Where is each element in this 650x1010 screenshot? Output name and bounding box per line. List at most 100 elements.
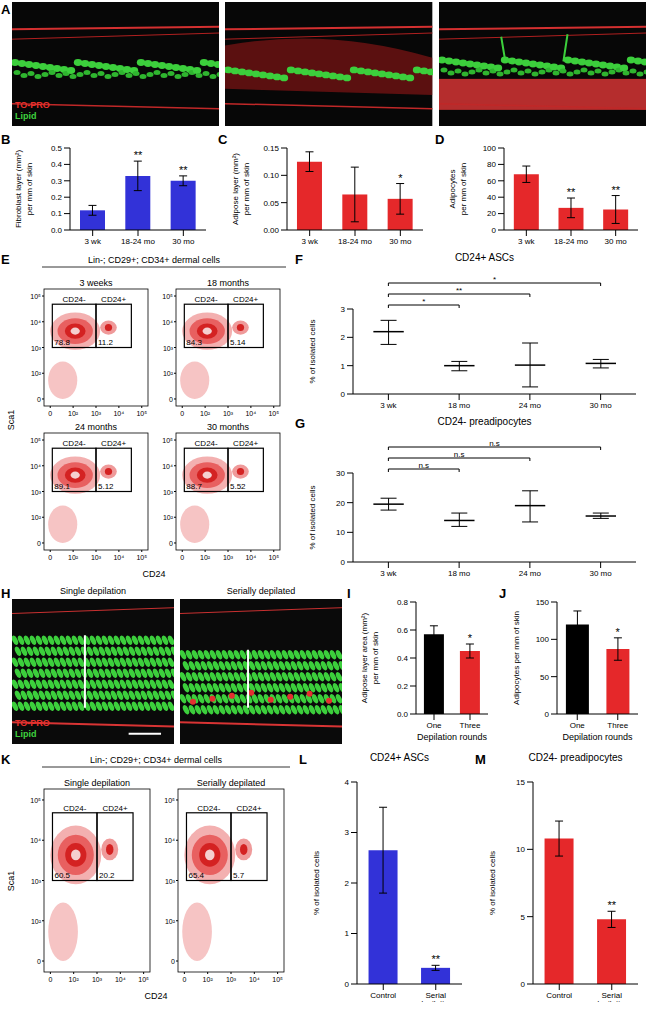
svg-text:0: 0 xyxy=(48,410,52,417)
svg-text:150: 150 xyxy=(536,598,550,607)
svg-text:10³: 10³ xyxy=(226,976,237,983)
svg-text:0: 0 xyxy=(341,558,346,567)
svg-text:0.2: 0.2 xyxy=(397,682,409,691)
svg-text:10³: 10³ xyxy=(165,878,176,885)
svg-text:10³: 10³ xyxy=(163,489,174,496)
svg-text:24 months: 24 months xyxy=(75,422,118,432)
svg-text:0: 0 xyxy=(521,980,526,989)
svg-text:Three: Three xyxy=(607,721,628,730)
svg-text:n.s: n.s xyxy=(489,439,500,448)
svg-text:% of isolated cells: % of isolated cells xyxy=(308,319,317,383)
svg-text:0: 0 xyxy=(341,390,346,399)
svg-text:30 mo: 30 mo xyxy=(605,237,628,246)
svg-text:n.s: n.s xyxy=(418,461,429,470)
svg-text:CD24: CD24 xyxy=(142,569,165,579)
svg-text:10²: 10² xyxy=(31,370,42,377)
svg-text:0.10: 0.10 xyxy=(263,171,279,180)
svg-text:CD24+: CD24+ xyxy=(101,295,126,304)
svg-text:30 mo: 30 mo xyxy=(590,569,613,578)
svg-text:10²: 10² xyxy=(165,918,176,925)
svg-text:0: 0 xyxy=(180,554,184,561)
svg-text:10²: 10² xyxy=(203,976,214,983)
svg-text:30 months: 30 months xyxy=(207,422,250,432)
svg-text:0: 0 xyxy=(37,540,41,547)
svg-text:18-24 mo: 18-24 mo xyxy=(554,237,588,246)
svg-text:10: 10 xyxy=(516,845,525,854)
svg-text:3 wk: 3 wk xyxy=(380,401,397,410)
svg-text:10⁴: 10⁴ xyxy=(162,463,173,470)
svg-text:5.14: 5.14 xyxy=(230,338,246,347)
svg-text:per mm of skin: per mm of skin xyxy=(459,163,468,215)
svg-text:10⁵: 10⁵ xyxy=(30,293,41,300)
svg-text:Three: Three xyxy=(460,721,481,730)
svg-text:2: 2 xyxy=(341,333,346,342)
svg-text:0.00: 0.00 xyxy=(263,226,279,235)
svg-text:10³: 10³ xyxy=(31,489,42,496)
svg-text:3 wk: 3 wk xyxy=(518,237,535,246)
svg-text:10⁵: 10⁵ xyxy=(268,410,279,417)
svg-text:15: 15 xyxy=(516,778,525,787)
svg-text:per mm of skin: per mm of skin xyxy=(25,163,34,215)
svg-text:CD24-: CD24- xyxy=(195,295,218,304)
svg-text:10³: 10³ xyxy=(91,410,102,417)
svg-text:30 mo: 30 mo xyxy=(590,401,613,410)
svg-text:0: 0 xyxy=(545,710,550,719)
svg-text:0.15: 0.15 xyxy=(263,144,279,153)
svg-text:0: 0 xyxy=(180,410,184,417)
svg-text:10⁵: 10⁵ xyxy=(162,293,173,300)
svg-text:0: 0 xyxy=(492,226,497,235)
svg-text:*: * xyxy=(398,172,403,184)
svg-text:10⁵: 10⁵ xyxy=(162,437,173,444)
svg-text:10²: 10² xyxy=(31,514,42,521)
svg-text:Control: Control xyxy=(370,991,396,1000)
svg-text:Adipose layer (mm²): Adipose layer (mm²) xyxy=(231,153,240,225)
svg-text:**: ** xyxy=(611,184,620,196)
svg-text:0: 0 xyxy=(48,976,52,983)
svg-text:2: 2 xyxy=(345,879,350,888)
svg-text:CD24-: CD24- xyxy=(195,439,218,448)
svg-text:10⁵: 10⁵ xyxy=(272,976,283,983)
svg-text:One: One xyxy=(570,721,586,730)
svg-text:3 wk: 3 wk xyxy=(301,237,318,246)
svg-text:10⁴: 10⁴ xyxy=(164,837,175,844)
svg-text:0: 0 xyxy=(169,540,173,547)
svg-text:Lin-; CD29+; CD34+ dermal cell: Lin-; CD29+; CD34+ dermal cells xyxy=(90,755,223,765)
svg-text:10⁵: 10⁵ xyxy=(136,410,147,417)
svg-text:10⁴: 10⁴ xyxy=(245,554,256,561)
svg-text:0: 0 xyxy=(169,396,173,403)
svg-text:10⁵: 10⁵ xyxy=(138,976,149,983)
svg-text:18 mo: 18 mo xyxy=(448,569,471,578)
svg-text:10⁴: 10⁴ xyxy=(115,976,126,983)
svg-text:10³: 10³ xyxy=(223,410,234,417)
svg-text:CD24-: CD24- xyxy=(63,804,86,813)
svg-text:3 weeks: 3 weeks xyxy=(79,278,113,288)
svg-text:1: 1 xyxy=(341,362,346,371)
svg-text:10²: 10² xyxy=(69,976,80,983)
svg-text:3: 3 xyxy=(345,828,350,837)
svg-text:*: * xyxy=(468,632,473,644)
svg-text:100: 100 xyxy=(483,144,497,153)
svg-text:4: 4 xyxy=(345,778,350,787)
svg-text:10⁴: 10⁴ xyxy=(113,554,124,561)
svg-text:CD24+: CD24+ xyxy=(102,804,127,813)
svg-text:**: ** xyxy=(456,286,462,295)
svg-text:% of isolated cells: % of isolated cells xyxy=(308,485,317,549)
svg-text:10³: 10³ xyxy=(92,976,103,983)
svg-text:10⁴: 10⁴ xyxy=(30,837,41,844)
svg-text:10⁵: 10⁵ xyxy=(30,437,41,444)
svg-text:**: ** xyxy=(134,149,143,161)
svg-text:10³: 10³ xyxy=(163,345,174,352)
svg-text:*: * xyxy=(422,297,425,306)
svg-text:65.4: 65.4 xyxy=(188,871,204,880)
svg-text:10³: 10³ xyxy=(91,554,102,561)
svg-text:Single depilation: Single depilation xyxy=(64,778,130,788)
svg-text:% of isolated cells: % of isolated cells xyxy=(488,851,497,915)
svg-text:18 months: 18 months xyxy=(207,278,250,288)
svg-text:3 wk: 3 wk xyxy=(84,237,101,246)
svg-text:30 mo: 30 mo xyxy=(172,237,195,246)
svg-text:10⁴: 10⁴ xyxy=(30,319,41,326)
svg-text:1: 1 xyxy=(345,929,350,938)
svg-text:10²: 10² xyxy=(68,554,79,561)
svg-text:0.05: 0.05 xyxy=(263,199,279,208)
svg-text:0: 0 xyxy=(48,554,52,561)
